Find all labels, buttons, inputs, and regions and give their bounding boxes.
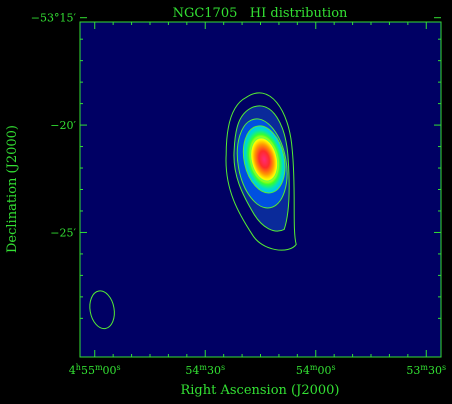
y-tick-label-1: −20′ [50, 119, 76, 132]
y-tick-label-2: −25′ [50, 226, 76, 239]
contour-outer [225, 92, 297, 251]
contour-core [250, 137, 279, 182]
x-tick-label-2: 54m00s [296, 363, 336, 377]
y-axis-label: Declination (J2000) [5, 125, 20, 253]
x-axis-label: Right Ascension (J2000) [180, 383, 339, 398]
x-tick-label-0: 4h55m00s [69, 363, 121, 377]
y-tick-label-0: −53°15′ [31, 12, 77, 25]
x-tick-label-1: 54m30s [185, 363, 225, 377]
y-axis-ticks: −53°15′ −20′ −25′ [31, 12, 441, 319]
x-axis-ticks: 4h55m00s 54m30s 54m00s 53m30s [69, 22, 446, 377]
chart-title: NGC1705 HI distribution [173, 6, 348, 21]
beam-ellipse [89, 290, 115, 330]
hi-source-emission [225, 92, 297, 251]
x-tick-label-3: 53m30s [406, 363, 446, 377]
